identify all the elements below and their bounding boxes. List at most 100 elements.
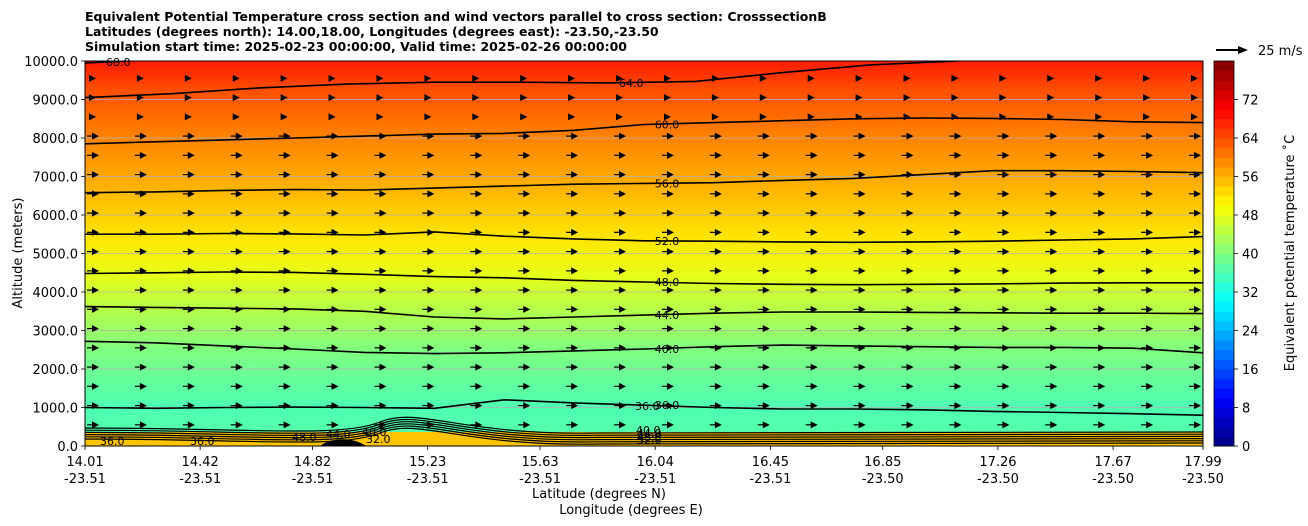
wind-vector-head: [379, 363, 387, 371]
wind-vector-head: [472, 94, 480, 102]
wind-vector-head: [92, 305, 99, 313]
contour-label: 52.0: [655, 235, 680, 248]
wind-vector-head: [954, 402, 962, 410]
wind-vector-head: [1095, 113, 1103, 121]
wind-vector-head: [714, 421, 722, 429]
wind-vector-head: [954, 363, 962, 371]
wind-vector-head: [666, 132, 674, 140]
wind-vector-head: [666, 190, 674, 198]
wind-vector-head: [903, 74, 911, 82]
wind-vector-head: [1146, 132, 1154, 140]
wind-vector-head: [475, 171, 483, 179]
colorbar-tick-label: 40: [1242, 248, 1259, 263]
wind-vector-head: [1098, 363, 1106, 371]
wind-vector-head: [762, 382, 770, 390]
y-tick-label: 1000.0: [33, 402, 79, 417]
wind-vector-head: [139, 248, 147, 256]
wind-vector-head: [906, 286, 914, 294]
wind-vector-head: [1050, 402, 1058, 410]
wind-vector-head: [762, 402, 770, 410]
wind-vector-head: [1098, 286, 1106, 294]
wind-vector-head: [858, 382, 866, 390]
wind-vector-head: [1002, 132, 1010, 140]
x-tick-label-lat: 14.82: [294, 455, 331, 470]
wind-vector-head: [1098, 382, 1106, 390]
colorbar-band: [1214, 388, 1234, 399]
wind-vector-head: [235, 171, 243, 179]
wind-vector-head: [331, 325, 339, 333]
wind-vector-head: [951, 74, 959, 82]
wind-vector-head: [235, 325, 243, 333]
colorbar-bands: [1214, 61, 1234, 447]
wind-vector-head: [523, 190, 531, 198]
wind-vector-head: [666, 325, 674, 333]
wind-vector-head: [235, 151, 243, 159]
wind-vector-head: [858, 267, 866, 275]
wind-vector-head: [89, 113, 96, 121]
wind-vector-head: [714, 363, 722, 371]
x-tick-label-lat: 15.23: [409, 455, 446, 470]
wind-vector-head: [331, 363, 339, 371]
wind-vector-head: [759, 74, 767, 82]
colorbar-band: [1214, 340, 1234, 351]
wind-vector-head: [810, 209, 818, 217]
wind-vector-head: [619, 267, 627, 275]
wind-vector-head: [1050, 190, 1058, 198]
wind-vector-head: [139, 209, 147, 217]
x-axis-label-latitude: Latitude (degrees N): [532, 487, 666, 502]
wind-vector-head: [187, 190, 195, 198]
wind-vector-head: [379, 286, 387, 294]
wind-vector-head: [379, 248, 387, 256]
wind-vector-head: [139, 171, 147, 179]
wind-vector-head: [810, 286, 818, 294]
wind-vector-head: [906, 132, 914, 140]
wind-vector-head: [1146, 305, 1154, 313]
wind-vector-head: [523, 286, 531, 294]
wind-vector-head: [858, 151, 866, 159]
wind-vector-head: [619, 209, 627, 217]
wind-vector-head: [376, 94, 384, 102]
wind-vector-head: [1002, 363, 1010, 371]
wind-vector-head: [475, 286, 483, 294]
wind-vector-head: [714, 325, 722, 333]
colorbar-band: [1214, 70, 1234, 81]
wind-vector-head: [328, 113, 336, 121]
surface-contour-label: 36.0: [190, 435, 215, 448]
wind-vector-head: [376, 74, 384, 82]
wind-vector-head: [666, 228, 674, 236]
y-axis: 0.0 1000.0 2000.0 3000.0 4000.0 5000.0 6000.0 7…: [24, 55, 85, 455]
wind-vector-head: [139, 286, 147, 294]
wind-vector-head: [619, 228, 627, 236]
wind-vector-head: [235, 248, 243, 256]
wind-vector-head: [571, 363, 579, 371]
wind-vector-head: [1002, 402, 1010, 410]
surface-contour-label: 36.0: [100, 435, 125, 448]
wind-vector-head: [858, 421, 866, 429]
wind-vector-head: [1002, 151, 1010, 159]
wind-vector-head: [666, 209, 674, 217]
plot-area: [85, 61, 1203, 446]
wind-vector-head: [523, 382, 531, 390]
contour-line: [85, 398, 1203, 416]
wind-vector-head: [92, 325, 99, 333]
chart-title-line-3: Simulation start time: 2025-02-23 00:00:…: [85, 39, 627, 54]
wind-vector-head: [136, 113, 144, 121]
wind-vector-head: [571, 171, 579, 179]
colorbar-band: [1214, 292, 1234, 303]
wind-vector-head: [666, 305, 674, 313]
wind-vector-head: [139, 421, 147, 429]
wind-vector-head: [1146, 421, 1154, 429]
wind-vector-head: [954, 248, 962, 256]
wind-vector-head: [762, 286, 770, 294]
wind-vector-head: [858, 325, 866, 333]
colorbar-band: [1214, 426, 1234, 437]
quiver-key: 25 m/s: [1216, 44, 1303, 59]
wind-vector-head: [762, 171, 770, 179]
wind-vector-head: [810, 248, 818, 256]
surface-contour-label: 40.0: [636, 424, 661, 437]
colorbar-band: [1214, 157, 1234, 168]
wind-vector-head: [331, 421, 339, 429]
wind-vector-head: [523, 325, 531, 333]
wind-vector-head: [1143, 74, 1151, 82]
grid-lines: [85, 61, 1203, 446]
